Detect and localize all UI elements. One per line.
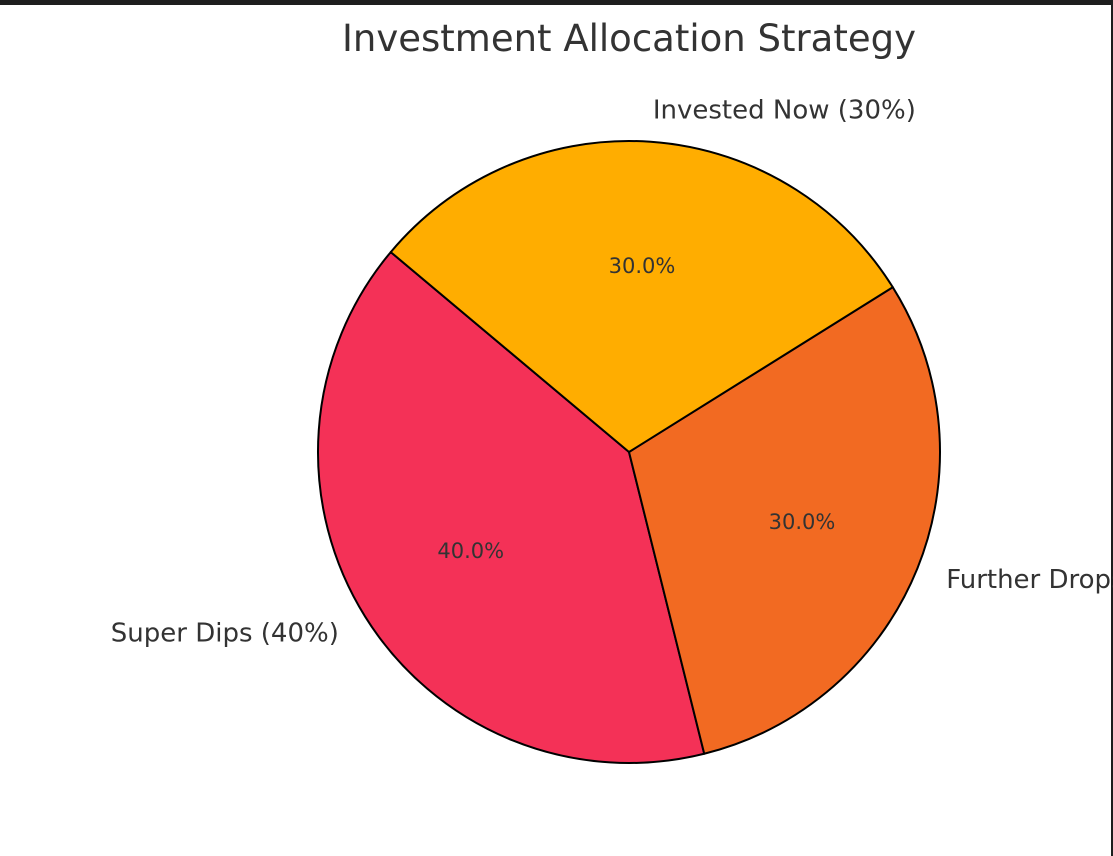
- slice-label-further-drops: Further Drops (30%): [946, 565, 1113, 595]
- pie-labels: 40.0% Super Dips (40%) 30.0% Further Drops …: [111, 96, 1113, 649]
- pct-label-further-drops: 30.0%: [769, 510, 836, 534]
- slice-label-super-dips: Super Dips (40%): [111, 618, 339, 648]
- chart-title: Investment Allocation Strategy: [342, 17, 916, 60]
- slice-label-invested-now: Invested Now (30%): [653, 96, 916, 126]
- pie-slice-invested-now: [389, 140, 894, 453]
- pct-label-invested-now: 30.0%: [609, 254, 676, 278]
- window-right-border: [1111, 0, 1113, 856]
- pct-label-super-dips: 40.0%: [437, 539, 504, 563]
- window-top-border: [0, 0, 1113, 5]
- pie-slices: [316, 140, 941, 764]
- pie-slice-super-dips: [316, 251, 706, 764]
